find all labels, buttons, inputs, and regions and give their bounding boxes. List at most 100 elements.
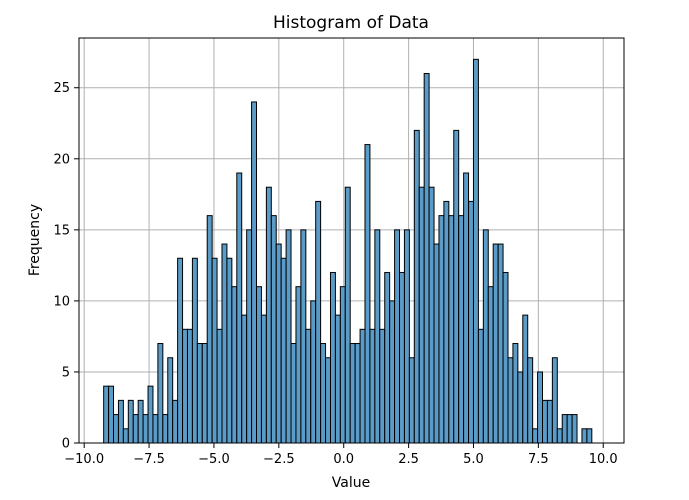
histogram-bar: [236, 172, 243, 444]
histogram-bar: [586, 428, 593, 444]
histogram-bar: [472, 58, 479, 444]
histogram-bar: [458, 215, 465, 444]
histogram-bar: [147, 385, 154, 444]
histogram-bar: [354, 343, 361, 444]
histogram-bar: [443, 200, 450, 444]
histogram-bar: [285, 229, 292, 444]
histogram-bar: [522, 314, 529, 444]
histogram-bar: [537, 371, 544, 444]
histogram-bar: [137, 399, 144, 444]
x-tick-label: 10.0: [589, 452, 618, 467]
histogram-bar: [191, 257, 198, 444]
chart-title: Histogram of Data: [273, 13, 429, 33]
histogram-bar: [497, 243, 504, 444]
histogram-bar: [310, 300, 317, 444]
histogram-bar: [206, 215, 213, 444]
histogram-bar: [152, 414, 159, 444]
x-tick-label: 0.0: [333, 452, 354, 467]
histogram-bar: [142, 414, 149, 444]
histogram-bar: [211, 257, 218, 444]
y-axis-label: Frequency: [27, 204, 43, 276]
y-ticks: 0 5 10 15 20 25: [53, 81, 79, 452]
histogram-bar: [221, 243, 228, 444]
x-tick-label: 2.5: [398, 452, 419, 467]
histogram-bar: [251, 101, 258, 444]
y-tick-label: 10: [53, 294, 70, 309]
histogram-bar: [334, 314, 341, 444]
y-tick-label: 20: [53, 152, 70, 167]
histogram-bar: [507, 357, 514, 444]
histogram-bar: [315, 200, 322, 444]
histogram-bar: [172, 399, 179, 444]
histogram-bar: [581, 428, 588, 444]
histogram-bar: [231, 286, 238, 444]
x-tick-label: 5.0: [463, 452, 484, 467]
histogram-bar: [196, 343, 203, 444]
histogram-bar: [339, 286, 346, 444]
histogram-bar: [532, 428, 539, 444]
histogram-bar: [487, 286, 494, 444]
histogram-bar: [546, 399, 553, 444]
histogram-bar: [408, 357, 415, 444]
histogram-bar: [477, 328, 484, 444]
histogram-bar: [122, 428, 129, 444]
histogram-bar: [265, 186, 272, 444]
x-tick-label: −7.5: [133, 452, 165, 467]
histogram-bar: [280, 257, 287, 444]
x-axis-label: Value: [332, 475, 370, 491]
histogram-bar: [329, 271, 336, 444]
y-tick-label: 0: [62, 437, 70, 452]
histogram-bar: [113, 414, 119, 444]
histogram-bar: [300, 229, 307, 444]
histogram-bar: [186, 328, 193, 444]
histogram-bar: [216, 328, 223, 444]
histogram-bar: [453, 129, 460, 444]
histogram-bar: [542, 399, 548, 444]
histogram-bar: [201, 343, 208, 444]
x-tick-label: −10.0: [64, 452, 104, 467]
histogram-bar: [132, 414, 139, 444]
histogram-bar: [117, 399, 124, 444]
histogram-bar: [512, 343, 519, 444]
histogram-bar: [492, 243, 499, 444]
histogram-bar: [468, 200, 474, 444]
x-tick-label: −2.5: [263, 452, 295, 467]
histogram-bar: [423, 73, 430, 444]
histogram-bar: [344, 186, 351, 444]
histogram-bar: [275, 243, 282, 444]
histogram-bar: [167, 357, 174, 444]
histogram-bar: [325, 357, 331, 444]
histogram-bar: [566, 414, 573, 444]
histogram-bar: [448, 215, 455, 444]
histogram-bar: [295, 286, 302, 444]
histogram-bar: [177, 257, 184, 444]
histogram-bar: [394, 229, 401, 444]
histogram-bar: [379, 328, 386, 444]
bars-layer: [103, 58, 593, 444]
x-tick-label: 7.5: [528, 452, 549, 467]
histogram-bar: [374, 229, 381, 444]
histogram-bar: [551, 357, 558, 444]
histogram-bar: [108, 385, 115, 444]
plot-frame: [78, 37, 625, 444]
histogram-bar: [517, 371, 524, 444]
histogram-bar: [428, 186, 435, 444]
histogram-bar: [463, 172, 470, 444]
histogram-bar: [403, 229, 410, 444]
x-tick-label: −5.0: [198, 452, 230, 467]
histogram-bar: [438, 215, 445, 444]
histogram-bar: [162, 414, 169, 444]
histogram-bar: [369, 328, 376, 444]
x-ticks: −10.0 −7.5 −5.0 −2.5 0.0 2.5 5.0 7.5 10.0: [64, 443, 618, 467]
histogram-bar: [256, 286, 262, 444]
histogram-bar: [182, 328, 188, 444]
y-tick-label: 5: [62, 365, 70, 380]
histogram-bar: [556, 428, 563, 444]
y-tick-label: 25: [53, 81, 70, 96]
histogram-bar: [349, 343, 356, 444]
histogram-bar: [399, 271, 405, 444]
histogram-bar: [157, 343, 164, 444]
histogram-bar: [571, 414, 578, 444]
histogram-bar: [246, 229, 253, 444]
